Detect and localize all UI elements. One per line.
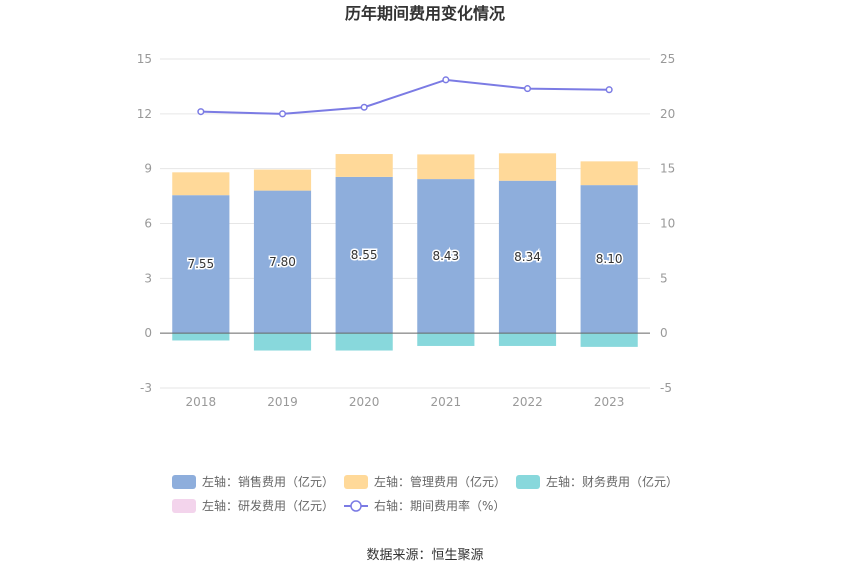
x-axis-tick-label: 2022 bbox=[512, 395, 543, 409]
legend-label: 左轴：研发费用（亿元） bbox=[202, 498, 334, 513]
left-axis-tick-label: 15 bbox=[137, 52, 152, 66]
source-note: 数据来源：恒生聚源 bbox=[366, 548, 483, 563]
legend-label: 左轴：财务费用（亿元） bbox=[546, 474, 678, 489]
right-axis-tick-label: 15 bbox=[660, 162, 675, 176]
bar-segment bbox=[335, 154, 393, 177]
data-label-layer: 7.55 7.80 8.55 8.43 8.34 8.10 bbox=[186, 247, 624, 273]
bar-data-label: 8.34 bbox=[514, 250, 541, 264]
bar-segment bbox=[580, 333, 638, 347]
x-axis-tick-label: 2019 bbox=[267, 395, 298, 409]
bar-segment bbox=[172, 333, 230, 341]
bar-data-label: 8.55 bbox=[351, 248, 378, 262]
bar-segment bbox=[253, 169, 312, 191]
legend-swatch bbox=[172, 499, 196, 513]
bar-segment bbox=[172, 195, 230, 334]
left-axis-tick-label: 0 bbox=[144, 326, 152, 340]
right-axis-tick-label: -5 bbox=[660, 381, 672, 395]
legend-marker-point bbox=[350, 500, 362, 512]
bar-data-label: 8.43 bbox=[432, 249, 459, 263]
left-axis-tick-label: -3 bbox=[140, 381, 152, 395]
bar-segment bbox=[417, 333, 475, 346]
bar-segment bbox=[335, 176, 393, 334]
right-axis-tick-label: 20 bbox=[660, 107, 675, 121]
bar-segment bbox=[335, 333, 393, 351]
bar-segment bbox=[580, 161, 638, 186]
legend-label: 左轴：管理费用（亿元） bbox=[374, 474, 506, 489]
bar-segment bbox=[417, 179, 475, 334]
rate-point bbox=[605, 86, 613, 94]
bar-segment bbox=[253, 333, 312, 351]
left-axis-tick-label: 6 bbox=[144, 217, 152, 231]
right-axis-tick-label: 25 bbox=[660, 52, 675, 66]
chart-title: 历年期间费用变化情况 bbox=[345, 4, 505, 23]
axis-layer: -3 0 3 6 9 12 15 -5 0 5 10 15 20 25 2018 2019 2020 2021 20… bbox=[137, 52, 676, 409]
bar-segment bbox=[498, 333, 557, 346]
legend-label: 右轴：期间费用率（%） bbox=[374, 498, 505, 513]
legend-swatch bbox=[516, 475, 540, 489]
bar-segment bbox=[417, 154, 475, 180]
right-axis-tick-label: 0 bbox=[660, 326, 668, 340]
legend-swatch bbox=[344, 475, 368, 489]
bar-data-label: 7.80 bbox=[269, 255, 296, 269]
left-axis-tick-label: 9 bbox=[144, 162, 152, 176]
bar-segment bbox=[580, 185, 638, 334]
left-axis-tick-label: 12 bbox=[137, 107, 152, 121]
bar-segment bbox=[498, 180, 557, 334]
x-axis-tick-label: 2023 bbox=[594, 395, 625, 409]
x-axis-tick-label: 2020 bbox=[349, 395, 380, 409]
x-axis-tick-label: 2018 bbox=[186, 395, 217, 409]
legend-swatch bbox=[172, 475, 196, 489]
left-axis-tick-label: 3 bbox=[144, 271, 152, 285]
rate-point bbox=[360, 103, 368, 111]
x-axis-tick-label: 2021 bbox=[431, 395, 462, 409]
rate-point bbox=[278, 110, 287, 118]
bar-data-label: 7.55 bbox=[187, 257, 214, 271]
legend-label: 左轴：销售费用（亿元） bbox=[202, 474, 334, 489]
bar-segment bbox=[498, 153, 557, 181]
right-axis-tick-label: 5 bbox=[660, 271, 668, 285]
bar-layer bbox=[172, 153, 638, 351]
line-layer bbox=[197, 76, 613, 118]
legend: 左轴：销售费用（亿元） 左轴：管理费用（亿元） 左轴：财务费用（亿元） 左轴：研发费用… bbox=[172, 474, 678, 513]
rate-point bbox=[197, 108, 205, 116]
bar-segment bbox=[172, 172, 230, 196]
right-axis-tick-label: 10 bbox=[660, 217, 675, 231]
rate-point bbox=[442, 76, 450, 84]
rate-line bbox=[200, 78, 610, 115]
rate-point bbox=[523, 85, 532, 93]
bar-segment bbox=[253, 190, 312, 334]
grid-layer bbox=[160, 58, 650, 389]
bar-data-label: 8.10 bbox=[596, 252, 623, 266]
